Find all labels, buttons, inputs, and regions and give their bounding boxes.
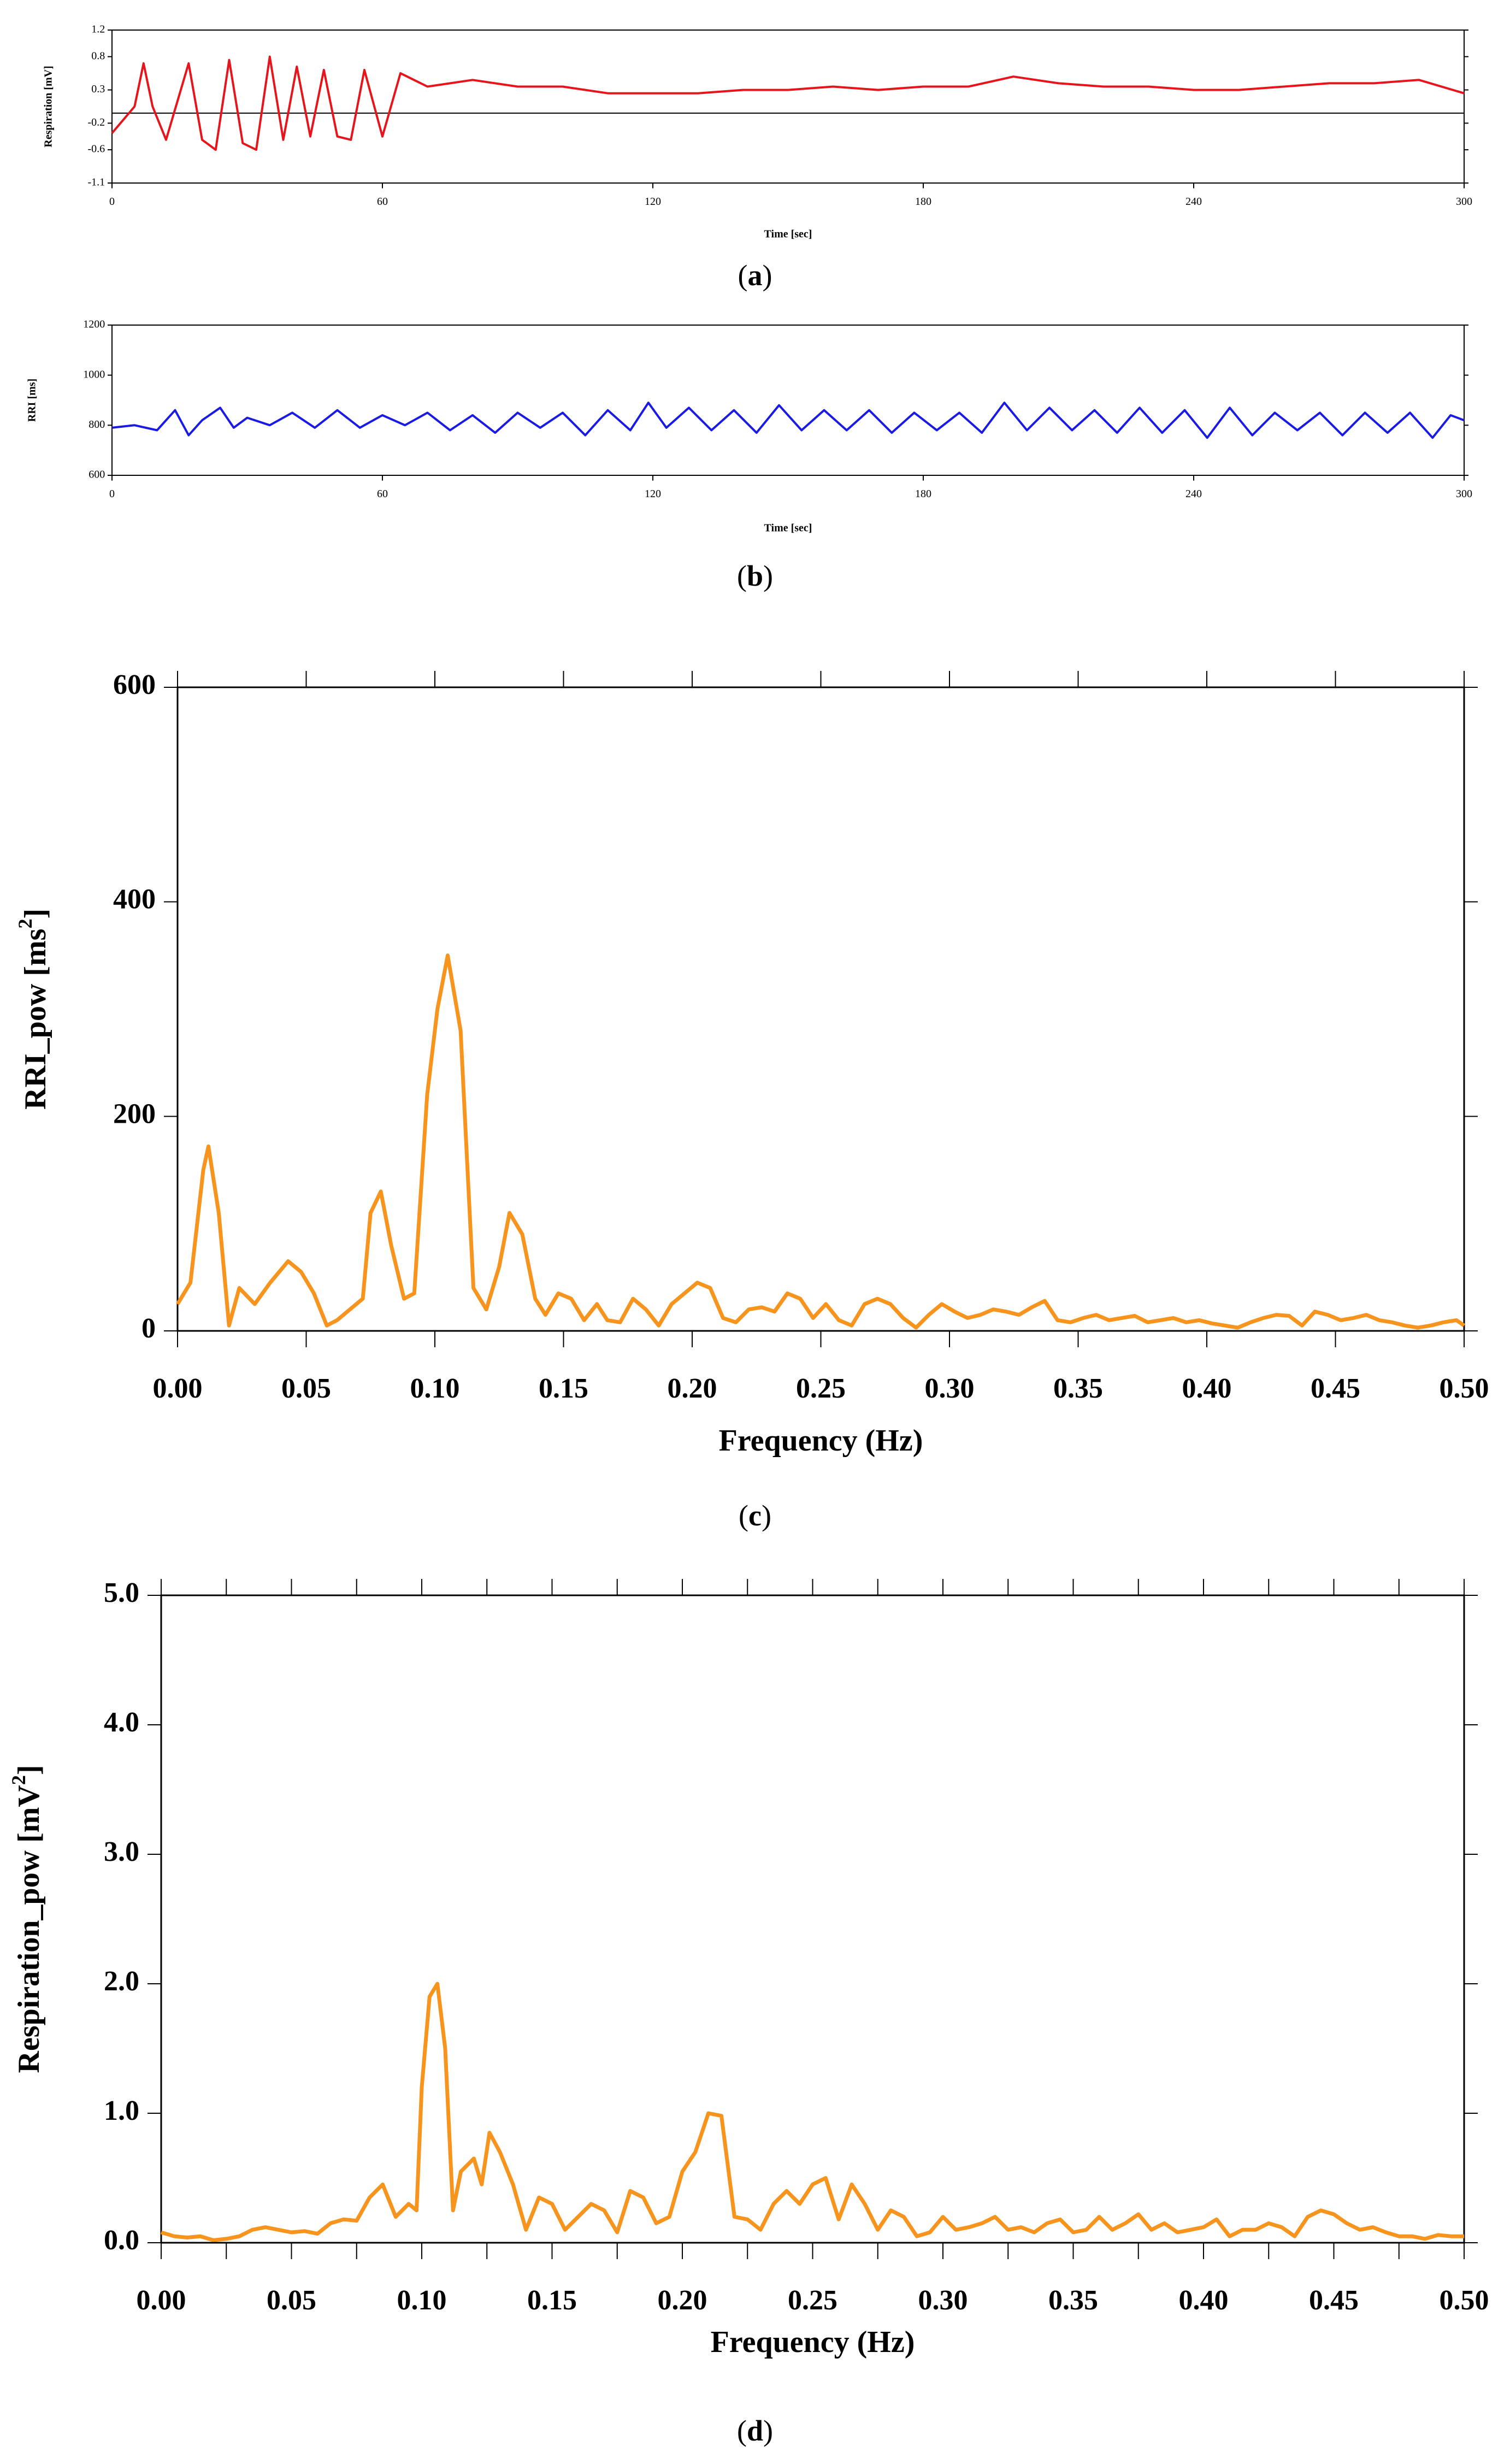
y-tick-label: 1.0 (104, 2095, 139, 2126)
x-tick-label: 0.30 (925, 1373, 975, 1404)
x-tick-label: 120 (645, 196, 661, 208)
y-axis-label: RRI_pow [ms2] (14, 909, 52, 1110)
x-axis-label: Time [sec] (764, 522, 812, 534)
x-tick-label: 60 (377, 488, 388, 500)
y-tick-label: 400 (113, 884, 156, 915)
x-tick-label: 0.10 (410, 1373, 460, 1404)
x-tick-label: 0.20 (668, 1373, 717, 1404)
y-tick-label: 0.8 (91, 50, 105, 62)
y-tick-label: 600 (113, 669, 156, 700)
plot-frame (111, 325, 1465, 476)
y-tick-label: 3.0 (104, 1836, 139, 1867)
x-tick-label: 300 (1456, 488, 1472, 500)
panel-caption: (a) (738, 259, 772, 292)
x-tick-label: 0.45 (1309, 2285, 1359, 2316)
x-tick-label: 0.35 (1048, 2285, 1098, 2316)
x-tick-label: 0.45 (1311, 1373, 1360, 1404)
caption-part: ) (762, 1499, 771, 1532)
y-axis-label-end: ] (19, 909, 52, 919)
caption-part: a (748, 259, 763, 292)
caption-part: d (747, 2414, 763, 2447)
x-tick-label: 0.25 (796, 1373, 846, 1404)
y-axis-label: RRI [ms] (26, 379, 38, 422)
x-tick-label: 240 (1185, 488, 1202, 500)
y-tick-label: -0.6 (88, 143, 105, 155)
caption-part: ( (738, 259, 748, 292)
panel-caption: (d) (737, 2414, 773, 2447)
x-tick-label: 0.15 (539, 1373, 588, 1404)
x-tick-label: 0.15 (527, 2285, 577, 2316)
x-tick-label: 0.50 (1440, 2285, 1489, 2316)
y-tick-label: 0.3 (91, 83, 105, 95)
x-tick-label: 240 (1185, 196, 1202, 208)
series-line (176, 953, 1465, 1330)
panel-caption: (b) (737, 559, 773, 592)
caption-part: c (748, 1499, 762, 1532)
y-axis-label-superscript: 2 (14, 919, 36, 929)
x-tick-label: 0.20 (658, 2285, 707, 2316)
y-tick-label: 200 (113, 1098, 156, 1129)
caption-part: ) (763, 2414, 773, 2447)
panel-b: 600 800 1000 1200 0 60 120 180 240 300 Time [sec] R… (26, 319, 1472, 593)
plot-frame (160, 1594, 1465, 2244)
y-axis-label: Respiration [mV] (43, 66, 55, 147)
x-tick-label: 0.40 (1179, 2285, 1229, 2316)
y-tick-label: 0 (141, 1313, 156, 1344)
series-line (160, 1982, 1464, 2242)
panel-c: 0 200 400 600 0.00 0.05 0.10 0.15 0.20 0.25 0.30 0.… (14, 669, 1489, 1532)
y-tick-label: 2.0 (104, 1966, 139, 1997)
y-tick-label: 1200 (83, 319, 105, 331)
x-tick-label: 0.10 (397, 2285, 447, 2316)
caption-part: ( (737, 2414, 747, 2447)
series-line (111, 55, 1465, 151)
x-tick-label: 0.35 (1053, 1373, 1103, 1404)
panel-d: 0.0 1.0 2.0 3.0 4.0 5.0 0.00 0.05 0.10 0.15 0.20 0.… (8, 1577, 1489, 2447)
y-axis-label-superscript: 2 (8, 1775, 30, 1785)
x-tick-label: 0.00 (153, 1373, 203, 1404)
x-tick-label: 120 (645, 488, 661, 500)
caption-part: ( (737, 559, 747, 592)
caption-part: ( (739, 1499, 748, 1532)
x-tick-label: 180 (915, 196, 931, 208)
x-tick-label: 0 (109, 488, 115, 500)
x-tick-label: 0.40 (1182, 1373, 1232, 1404)
x-tick-label: 180 (915, 488, 931, 500)
x-tick-label: 0.05 (267, 2285, 316, 2316)
x-tick-label: 0.00 (137, 2285, 186, 2316)
x-tick-label: 0 (109, 196, 115, 208)
panel-a: 1.2 0.8 0.3 -0.2 -0.6 -1.1 0 60 120 180 240 300 Time… (43, 23, 1472, 292)
y-tick-label: 5.0 (104, 1577, 139, 1608)
x-tick-label: 60 (377, 196, 388, 208)
y-tick-label: 0.0 (104, 2225, 139, 2256)
x-axis-label: Frequency (Hz) (719, 1424, 923, 1458)
x-axis-label: Frequency (Hz) (711, 2325, 915, 2359)
y-tick-label: 600 (89, 469, 105, 481)
caption-part: ) (763, 559, 773, 592)
y-tick-label: -1.1 (88, 176, 105, 188)
y-tick-label: 800 (89, 418, 105, 431)
x-tick-label: 0.50 (1440, 1373, 1489, 1404)
x-tick-label: 0.05 (281, 1373, 331, 1404)
caption-part: ) (763, 259, 772, 292)
y-tick-label: 1.2 (91, 23, 105, 36)
y-tick-label: -0.2 (88, 116, 105, 128)
x-tick-label: 0.30 (918, 2285, 968, 2316)
series-line (111, 402, 1465, 439)
caption-part: b (747, 559, 763, 592)
panel-caption: (c) (739, 1499, 771, 1532)
plot-frame (111, 30, 1465, 184)
y-axis-label: Respiration_pow [mV2] (8, 1765, 46, 2073)
y-tick-label: 1000 (83, 368, 105, 380)
x-tick-label: 0.25 (788, 2285, 837, 2316)
y-axis-label-end: ] (12, 1765, 46, 1776)
x-tick-label: 300 (1456, 196, 1472, 208)
y-tick-label: 4.0 (104, 1707, 139, 1738)
x-axis-label: Time [sec] (764, 228, 812, 240)
